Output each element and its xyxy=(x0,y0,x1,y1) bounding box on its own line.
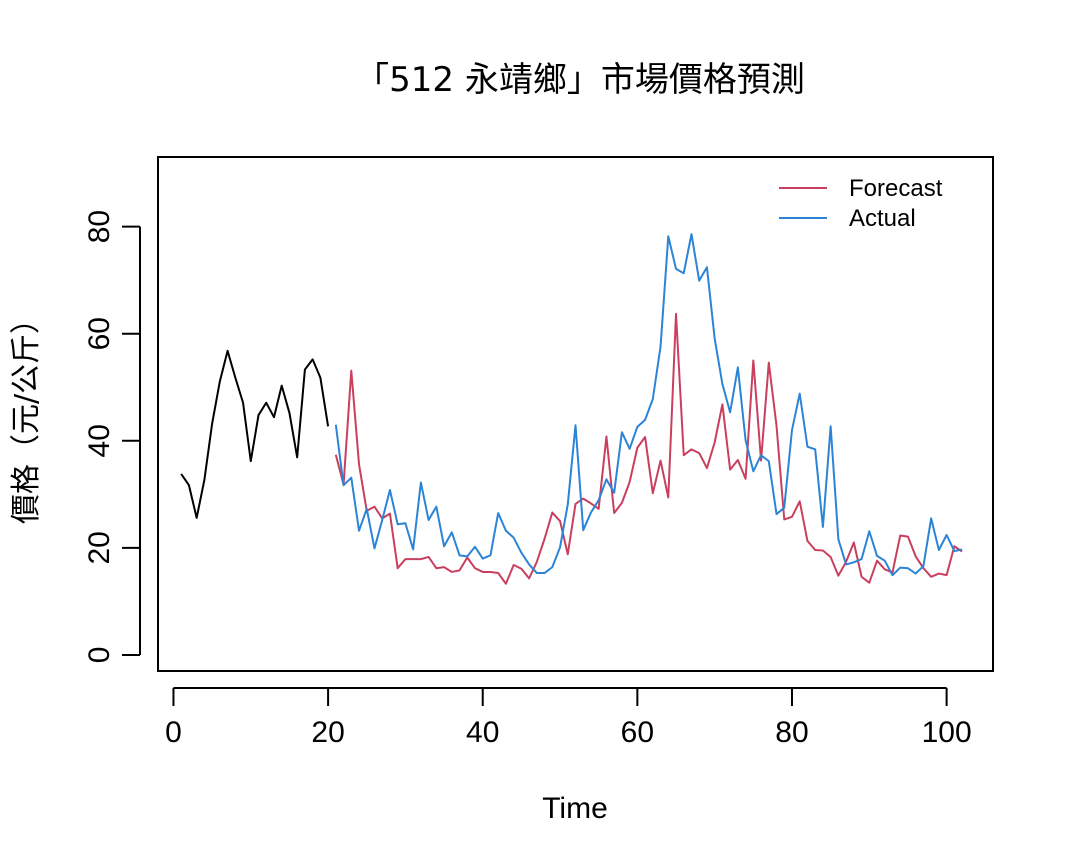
x-tick-label: 80 xyxy=(775,716,808,749)
chart-title: 「512 永靖鄉」市場價格預測 xyxy=(355,60,805,100)
y-axis: 0 20 40 60 80 xyxy=(83,210,141,664)
forecast-series-line xyxy=(334,312,963,585)
actual-series-line xyxy=(334,233,963,577)
y-tick-label: 40 xyxy=(83,424,116,457)
x-axis: 0 20 40 60 80 100 xyxy=(165,687,972,749)
y-axis-label: 價格（元/公斤） xyxy=(9,304,44,524)
x-tick-label: 100 xyxy=(922,716,972,749)
y-tick-label: 80 xyxy=(83,210,116,243)
legend: Forecast Actual xyxy=(779,175,943,232)
y-tick-label: 60 xyxy=(83,317,116,350)
legend-actual-label: Actual xyxy=(849,205,916,232)
legend-forecast-label: Forecast xyxy=(849,175,943,202)
y-tick-label: 20 xyxy=(83,531,116,564)
plot-frame xyxy=(157,156,994,672)
series-layer xyxy=(180,233,963,585)
x-tick-label: 60 xyxy=(621,716,654,749)
x-tick-label: 40 xyxy=(466,716,499,749)
history-series-line xyxy=(180,349,330,519)
x-tick-label: 20 xyxy=(311,716,344,749)
x-axis-label: Time xyxy=(542,792,608,825)
x-tick-label: 0 xyxy=(165,716,182,749)
y-tick-label: 0 xyxy=(83,647,116,664)
